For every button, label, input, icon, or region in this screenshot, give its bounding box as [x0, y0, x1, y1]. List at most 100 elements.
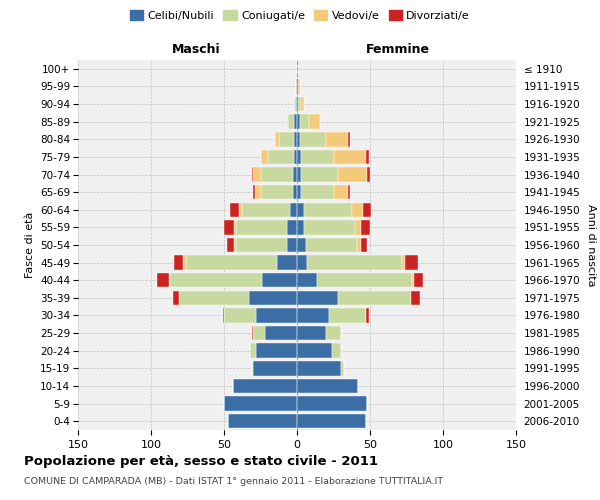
Bar: [298, 79, 300, 94]
Bar: [338, 168, 367, 181]
Bar: [175, 256, 183, 270]
Bar: [236, 220, 287, 234]
Bar: [186, 256, 277, 270]
Bar: [290, 202, 297, 217]
Bar: [224, 308, 256, 322]
Bar: [280, 132, 294, 146]
Bar: [256, 344, 297, 358]
Bar: [256, 308, 297, 322]
Bar: [297, 168, 301, 181]
Bar: [308, 114, 320, 129]
Bar: [297, 378, 358, 393]
Bar: [338, 290, 411, 305]
Bar: [297, 256, 307, 270]
Bar: [348, 185, 350, 200]
Bar: [296, 79, 297, 94]
Bar: [277, 256, 297, 270]
Bar: [361, 238, 367, 252]
Bar: [411, 290, 419, 305]
Bar: [301, 185, 334, 200]
Y-axis label: Fasce di età: Fasce di età: [25, 212, 35, 278]
Bar: [224, 396, 297, 411]
Bar: [334, 150, 365, 164]
Bar: [254, 185, 260, 200]
Bar: [365, 308, 368, 322]
Bar: [294, 150, 297, 164]
Bar: [304, 202, 352, 217]
Bar: [229, 414, 297, 428]
Bar: [297, 132, 300, 146]
Bar: [348, 132, 350, 146]
Bar: [297, 220, 304, 234]
Bar: [352, 202, 363, 217]
Bar: [300, 114, 308, 129]
Bar: [253, 185, 254, 200]
Bar: [173, 290, 179, 305]
Bar: [317, 273, 412, 287]
Bar: [287, 220, 297, 234]
Bar: [252, 326, 253, 340]
Bar: [357, 238, 361, 252]
Bar: [297, 344, 332, 358]
Bar: [301, 97, 304, 112]
Bar: [297, 308, 329, 322]
Bar: [239, 202, 242, 217]
Bar: [170, 273, 262, 287]
Bar: [297, 79, 298, 94]
Y-axis label: Anni di nascita: Anni di nascita: [586, 204, 596, 286]
Bar: [236, 238, 287, 252]
Text: COMUNE DI CAMPARADA (MB) - Dati ISTAT 1° gennaio 2011 - Elaborazione TUTTITALIA.: COMUNE DI CAMPARADA (MB) - Dati ISTAT 1°…: [24, 478, 443, 486]
Bar: [293, 168, 297, 181]
Bar: [296, 97, 297, 112]
Bar: [253, 326, 265, 340]
Bar: [297, 97, 298, 112]
Bar: [183, 256, 186, 270]
Bar: [260, 185, 293, 200]
Bar: [157, 273, 169, 287]
Bar: [297, 273, 317, 287]
Bar: [297, 361, 341, 376]
Bar: [297, 185, 301, 200]
Bar: [355, 220, 361, 234]
Bar: [412, 273, 414, 287]
Text: Popolazione per età, sesso e stato civile - 2011: Popolazione per età, sesso e stato civil…: [24, 455, 378, 468]
Bar: [362, 202, 371, 217]
Bar: [268, 150, 294, 164]
Bar: [341, 361, 344, 376]
Bar: [242, 202, 290, 217]
Bar: [265, 326, 297, 340]
Bar: [300, 132, 326, 146]
Bar: [297, 326, 326, 340]
Bar: [224, 220, 234, 234]
Bar: [307, 256, 402, 270]
Bar: [402, 256, 405, 270]
Bar: [414, 273, 422, 287]
Bar: [287, 114, 288, 129]
Text: Femmine: Femmine: [366, 44, 430, 57]
Bar: [294, 97, 296, 112]
Bar: [294, 114, 297, 129]
Bar: [234, 220, 236, 234]
Bar: [301, 168, 338, 181]
Bar: [306, 238, 357, 252]
Bar: [301, 150, 334, 164]
Bar: [227, 238, 234, 252]
Bar: [297, 202, 304, 217]
Bar: [297, 150, 301, 164]
Bar: [334, 185, 348, 200]
Bar: [293, 185, 297, 200]
Legend: Celibi/Nubili, Coniugati/e, Vedovi/e, Divorziati/e: Celibi/Nubili, Coniugati/e, Vedovi/e, Di…: [125, 6, 475, 25]
Bar: [179, 290, 249, 305]
Bar: [405, 256, 418, 270]
Bar: [252, 168, 253, 181]
Bar: [329, 308, 365, 322]
Bar: [233, 378, 297, 393]
Bar: [326, 132, 348, 146]
Bar: [169, 273, 170, 287]
Bar: [253, 361, 297, 376]
Bar: [297, 290, 338, 305]
Bar: [298, 97, 301, 112]
Bar: [223, 308, 224, 322]
Bar: [361, 220, 370, 234]
Bar: [297, 114, 300, 129]
